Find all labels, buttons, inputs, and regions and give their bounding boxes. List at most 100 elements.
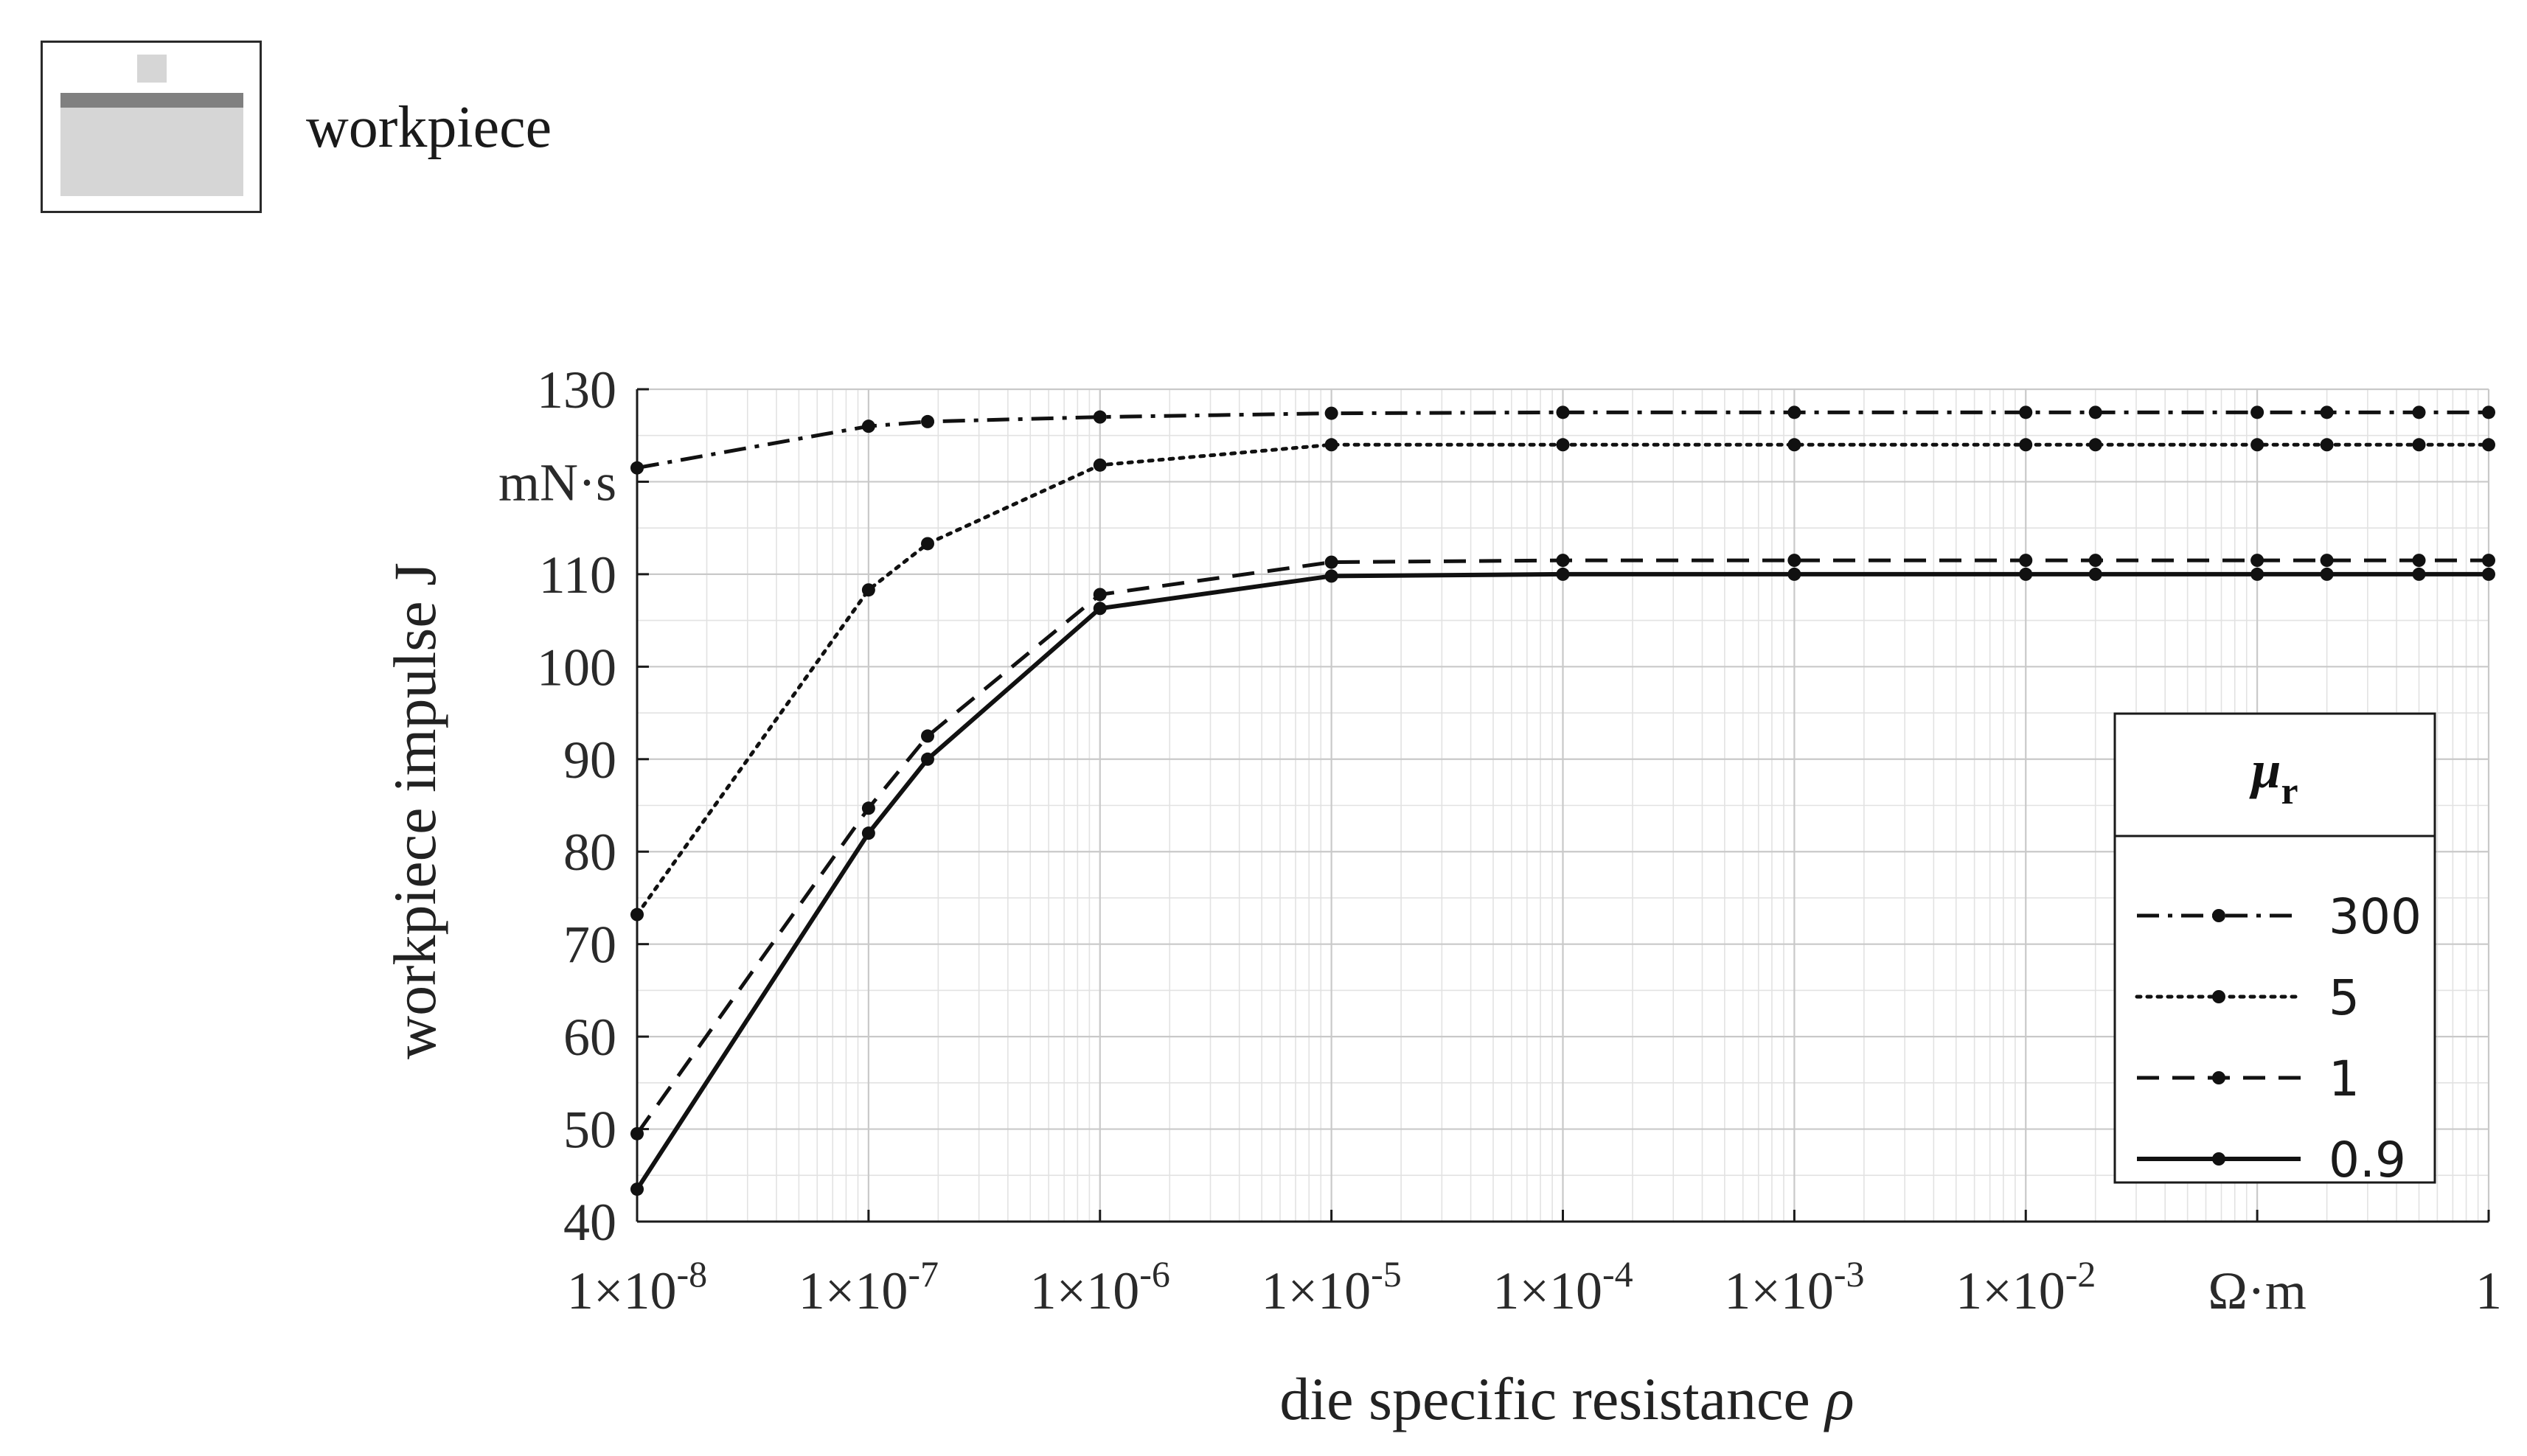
legend-label-5: 5 [2329, 969, 2360, 1026]
workpiece-label: workpiece [306, 95, 552, 160]
x-tick-label: 1 [2475, 1261, 2502, 1320]
x-tick-label-base: 1×10 [1956, 1261, 2065, 1320]
x-tick-label-exponent: -5 [1371, 1253, 1402, 1295]
data-point-5 [1324, 438, 1338, 452]
y-tick-label: 100 [537, 638, 616, 697]
axes-layer [636, 388, 2490, 1223]
data-point-5 [1787, 438, 1801, 452]
data-point-0.9 [920, 752, 934, 766]
x-tick-label-exponent: -7 [908, 1253, 939, 1295]
legend-title-subscript: r [2281, 770, 2298, 812]
x-tick-label-base: 1 [2475, 1261, 2502, 1320]
data-point-300 [2482, 405, 2495, 419]
data-point-1 [2250, 554, 2264, 568]
x-tick-label-base: 1×10 [1492, 1261, 1602, 1320]
x-tick-label-base: 1×10 [1724, 1261, 1834, 1320]
x-tick-label: 1×10-4 [1492, 1253, 1633, 1320]
data-point-0.9 [2088, 567, 2102, 581]
data-point-5 [920, 537, 934, 551]
y-tick-label: 80 [563, 823, 616, 882]
data-point-0.9 [2250, 567, 2264, 581]
data-point-300 [1787, 405, 1801, 419]
data-point-1 [2019, 554, 2033, 568]
y-axis-label: workpiece impulse J [381, 562, 448, 1059]
data-point-1 [861, 801, 875, 815]
data-point-300 [1324, 406, 1338, 420]
x-tick-label-base: Ω·m [2208, 1261, 2307, 1320]
data-point-300 [2250, 405, 2264, 419]
x-tick-label-base: 1×10 [567, 1261, 677, 1320]
workpiece-body-shape [60, 102, 243, 196]
data-point-300 [2320, 405, 2334, 419]
data-point-5 [1093, 458, 1107, 472]
data-point-0.9 [2320, 567, 2334, 581]
data-point-1 [1787, 554, 1801, 568]
data-point-0.9 [1324, 569, 1338, 583]
data-point-0.9 [2482, 567, 2495, 581]
x-tick-label: 1×10-2 [1956, 1253, 2096, 1320]
data-point-300 [1556, 405, 1570, 419]
workpiece-legend-box [41, 41, 262, 213]
data-point-300 [861, 419, 875, 433]
data-point-5 [1556, 438, 1570, 452]
y-tick-label: 110 [539, 546, 616, 605]
data-point-300 [630, 461, 644, 475]
legend-label-300: 300 [2329, 888, 2422, 945]
workpiece-top-band-shape [60, 93, 243, 108]
data-point-5 [2088, 438, 2102, 452]
data-point-0.9 [1787, 567, 1801, 581]
x-tick-label-base: 1×10 [1030, 1261, 1140, 1320]
data-point-5 [861, 583, 875, 597]
y-tick-label: 90 [563, 731, 616, 790]
x-tick-label-exponent: -3 [1834, 1253, 1865, 1295]
x-tick-label-base: 1×10 [1261, 1261, 1371, 1320]
data-point-5 [2250, 438, 2264, 452]
x-tick-label: Ω·m [2208, 1261, 2307, 1320]
workpiece-tab-shape [137, 55, 167, 83]
series-layer [630, 405, 2495, 1197]
y-tick-label: 70 [563, 916, 616, 975]
data-point-300 [2088, 405, 2102, 419]
data-point-300 [920, 414, 934, 428]
data-point-0.9 [861, 826, 875, 840]
x-tick-label-exponent: -4 [1602, 1253, 1633, 1295]
data-point-5 [2320, 438, 2334, 452]
data-point-5 [2019, 438, 2033, 452]
data-point-1 [1093, 588, 1107, 602]
x-tick-label: 1×10-7 [799, 1253, 939, 1320]
legend-marker-1 [2212, 1071, 2225, 1084]
x-axis-label-symbol: ρ [1823, 1365, 1854, 1432]
data-point-1 [1324, 555, 1338, 569]
data-point-1 [2482, 554, 2495, 568]
legend-label-1: 1 [2329, 1051, 2360, 1107]
data-point-0.9 [1093, 602, 1107, 616]
data-point-0.9 [2412, 567, 2426, 581]
x-tick-label: 1×10-8 [567, 1253, 707, 1320]
x-tick-label: 1×10-6 [1030, 1253, 1170, 1320]
y-tick-label: 60 [563, 1008, 616, 1067]
data-point-1 [1556, 554, 1570, 568]
data-point-5 [2412, 438, 2426, 452]
x-tick-label-exponent: -6 [1139, 1253, 1170, 1295]
data-point-300 [2412, 405, 2426, 419]
x-axis-label: die specific resistance ρ [1279, 1365, 1854, 1432]
x-tick-label: 1×10-3 [1724, 1253, 1864, 1320]
data-point-1 [630, 1126, 644, 1140]
legend-frame [2113, 712, 2436, 1184]
data-point-5 [630, 908, 644, 922]
data-point-300 [1093, 410, 1107, 424]
data-point-1 [2412, 554, 2426, 568]
x-axis-label-text: die specific resistance [1279, 1365, 1825, 1432]
data-point-0.9 [1556, 567, 1570, 581]
x-tick-label-base: 1×10 [799, 1261, 908, 1320]
data-point-300 [2019, 405, 2033, 419]
x-tick-label: 1×10-5 [1261, 1253, 1401, 1320]
y-tick-label: 40 [563, 1193, 616, 1252]
y-tick-label: mN·s [498, 453, 616, 512]
legend-label-0.9: 0.9 [2329, 1132, 2406, 1188]
legend-marker-300 [2212, 909, 2225, 922]
